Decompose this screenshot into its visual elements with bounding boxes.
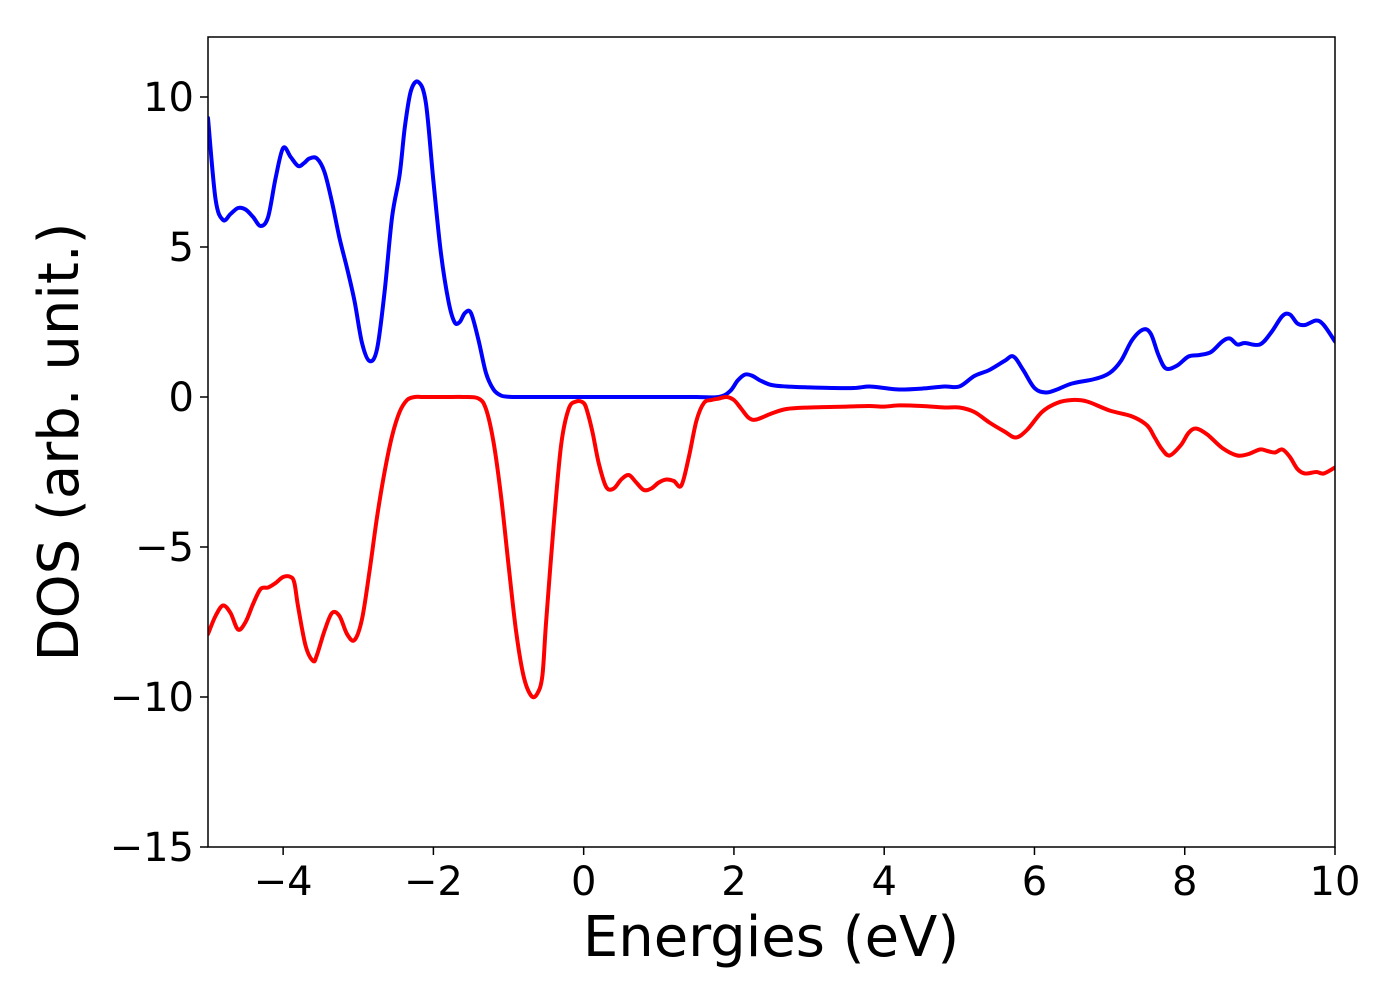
x-tick-label: −2 <box>404 859 463 905</box>
x-tick-label: 10 <box>1310 859 1361 905</box>
x-axis-label: Energies (eV) <box>583 905 959 970</box>
series-line-2 <box>208 394 1335 700</box>
y-tick-label: −5 <box>135 525 194 571</box>
y-tick-label: 5 <box>169 225 194 271</box>
plot-series <box>208 79 1335 700</box>
y-axis-label: DOS (arb. unit.) <box>27 222 92 661</box>
plot-frame <box>207 36 1336 848</box>
x-tick-label: −4 <box>254 859 313 905</box>
y-tick-label: −15 <box>110 825 194 871</box>
x-tick-label: 2 <box>721 859 746 905</box>
x-tick-label: 8 <box>1172 859 1197 905</box>
y-axis: −15 −10 −5 0 5 10 <box>110 75 208 871</box>
x-axis: −4 −2 0 2 4 6 8 10 <box>254 847 1361 905</box>
y-tick-label: −10 <box>110 675 194 721</box>
y-tick-label: 0 <box>169 375 194 421</box>
x-tick-label: 6 <box>1022 859 1047 905</box>
x-tick-label: 4 <box>871 859 896 905</box>
series-line-1 <box>208 79 1335 400</box>
x-tick-label: 0 <box>571 859 596 905</box>
y-tick-label: 10 <box>143 75 194 121</box>
